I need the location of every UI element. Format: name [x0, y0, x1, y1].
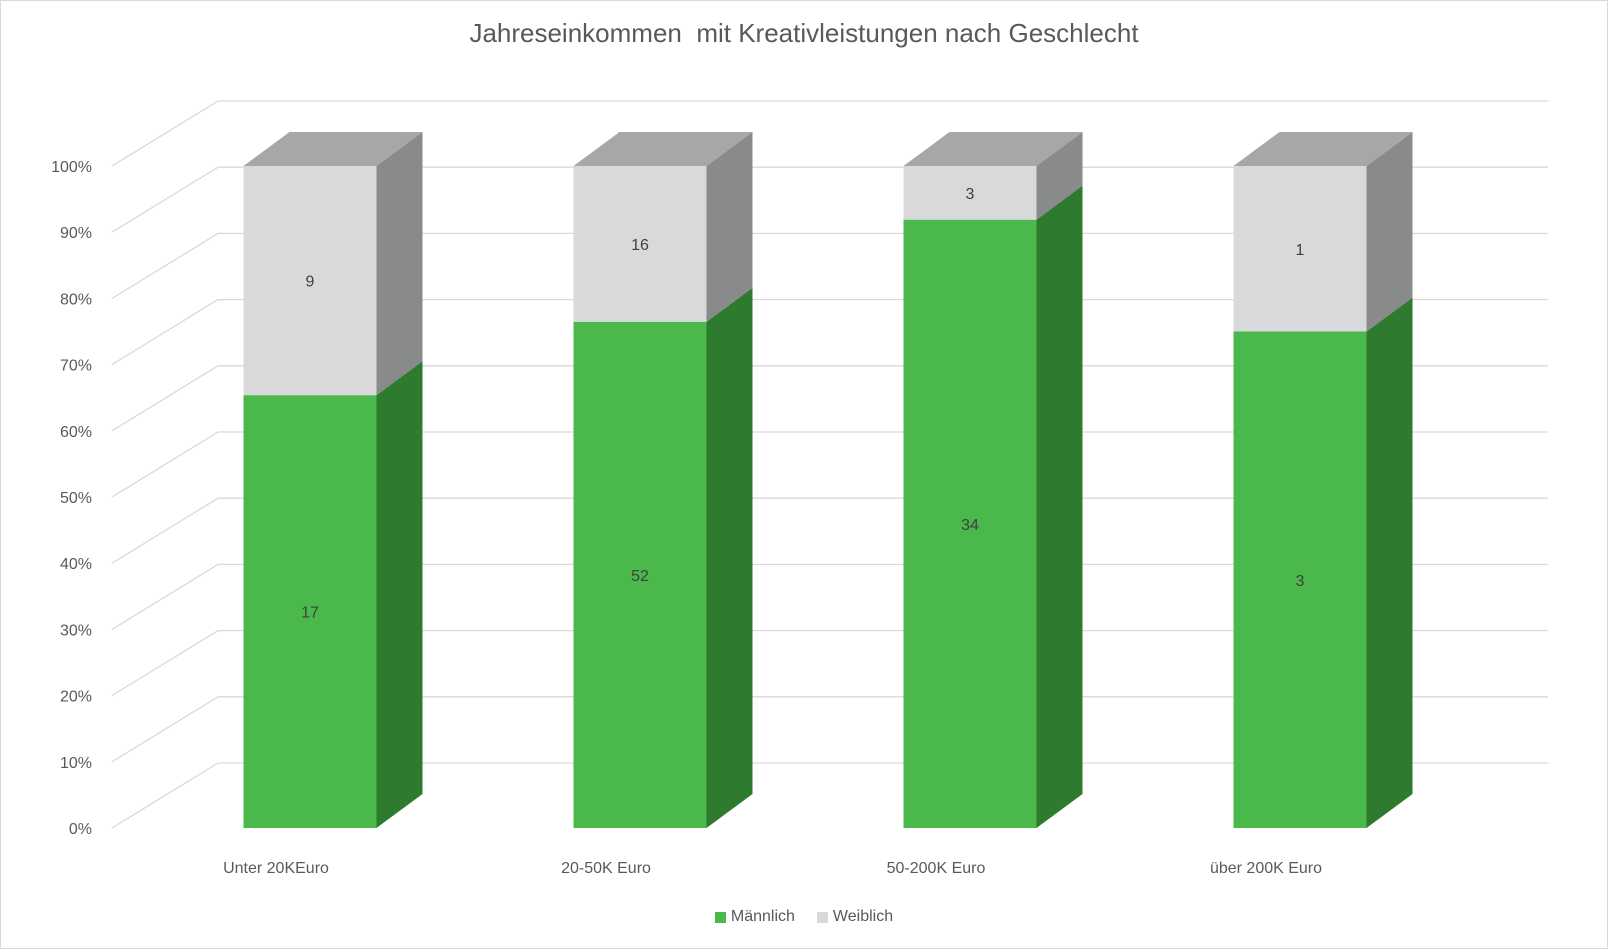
bar-side-weiblich-ueber-200k-euro	[1366, 132, 1413, 332]
bar-maennlich-20-50k-euro	[573, 321, 707, 828]
y-tick-label: 10%	[60, 755, 92, 772]
y-tick-label: 20%	[60, 689, 92, 706]
legend-item-maennlich: Männlich	[714, 908, 795, 926]
legend: Männlich Weiblich	[0, 908, 1608, 926]
data-label-weiblich-ueber-200k-euro: 1	[1296, 242, 1305, 259]
data-label-weiblich-50-200k-euro: 3	[966, 186, 975, 203]
bar-side-maennlich-ueber-200k-euro	[1366, 297, 1413, 828]
bar-side-maennlich-20-50k-euro	[706, 287, 753, 828]
bar-top-unter-20keuro	[243, 132, 423, 166]
bar-maennlich-unter-20keuro	[243, 395, 377, 828]
data-label-maennlich-unter-20keuro: 17	[301, 605, 319, 622]
bar-weiblich-50-200k-euro	[903, 166, 1037, 220]
legend-label-weiblich: Weiblich	[832, 908, 894, 925]
data-label-maennlich-50-200k-euro: 34	[961, 517, 979, 534]
x-tick-label-unter-20keuro: Unter 20KEuro	[223, 860, 329, 877]
gridline-side	[111, 497, 219, 564]
gridline-side	[111, 232, 219, 299]
gridline-side	[111, 431, 219, 498]
gridline-side	[111, 299, 219, 366]
bar-top-20-50k-euro	[573, 132, 753, 166]
legend-item-weiblich: Weiblich	[816, 908, 894, 926]
bar-weiblich-unter-20keuro	[243, 166, 377, 396]
y-tick-label: 70%	[60, 358, 92, 375]
data-label-maennlich-20-50k-euro: 52	[631, 568, 649, 585]
bar-side-weiblich-20-50k-euro	[706, 132, 753, 322]
legend-swatch-weiblich	[816, 911, 828, 923]
gridline-side	[111, 630, 219, 697]
bar-side-maennlich-unter-20keuro	[376, 361, 423, 828]
x-tick-label-50-200k-euro: 50-200K Euro	[887, 860, 986, 877]
y-tick-label: 60%	[60, 424, 92, 441]
bar-side-weiblich-50-200k-euro	[1036, 132, 1083, 220]
gridline-side	[111, 696, 219, 763]
gridline-side	[111, 100, 219, 167]
bar-maennlich-ueber-200k-euro	[1233, 331, 1367, 828]
legend-label-maennlich: Männlich	[730, 908, 795, 925]
gridline-side	[111, 762, 219, 829]
data-label-weiblich-20-50k-euro: 16	[631, 237, 649, 254]
y-tick-label: 90%	[60, 225, 92, 242]
data-label-maennlich-ueber-200k-euro: 3	[1296, 573, 1305, 590]
gridline-side	[111, 365, 219, 432]
bar-weiblich-ueber-200k-euro	[1233, 166, 1367, 332]
y-tick-label: 80%	[60, 291, 92, 308]
gridline-side	[111, 166, 219, 233]
y-tick-label: 50%	[60, 490, 92, 507]
bar-weiblich-20-50k-euro	[573, 166, 707, 322]
bar-side-weiblich-unter-20keuro	[376, 132, 423, 396]
gridline-side	[111, 563, 219, 630]
chart-title: Jahreseinkommen mit Kreativleistungen na…	[469, 18, 1139, 48]
x-tick-label-20-50k-euro: 20-50K Euro	[561, 860, 651, 877]
y-tick-label: 40%	[60, 556, 92, 573]
bar-top-50-200k-euro	[903, 132, 1083, 166]
legend-swatch-maennlich	[714, 911, 726, 923]
y-tick-label: 30%	[60, 622, 92, 639]
y-tick-label: 0%	[69, 821, 92, 838]
data-label-weiblich-unter-20keuro: 9	[306, 274, 315, 291]
y-tick-label: 100%	[51, 159, 92, 176]
bar-side-maennlich-50-200k-euro	[1036, 185, 1083, 829]
x-tick-label-ueber-200k-euro: über 200K Euro	[1210, 860, 1322, 877]
bar-top-ueber-200k-euro	[1233, 132, 1413, 166]
bar-maennlich-50-200k-euro	[903, 219, 1037, 829]
